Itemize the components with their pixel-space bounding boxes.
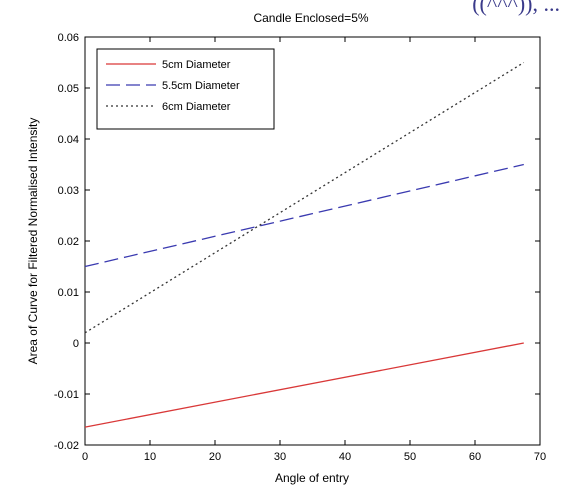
- y-tick-labels: -0.02 -0.01 0 0.01 0.02 0.03 0.04 0.05 0.06: [54, 32, 79, 452]
- cropped-caption-fragment: ((^^^)), ...: [472, 0, 560, 16]
- y-tick-label: 0.01: [58, 287, 79, 299]
- legend-entry-label: 5cm Diameter: [162, 59, 231, 71]
- series-lines: [84, 61, 525, 428]
- x-tick-label: 0: [82, 451, 88, 463]
- x-tick-label: 30: [274, 451, 286, 463]
- legend-entry-label: 5.5cm Diameter: [162, 80, 240, 92]
- y-tick-label: 0.03: [58, 185, 79, 197]
- series-line: [84, 163, 524, 268]
- x-axis-label: Angle of entry: [275, 471, 349, 485]
- y-tick-label: 0.04: [58, 134, 79, 146]
- y-tick-label: -0.01: [54, 389, 79, 401]
- chart-title: Candle Enclosed=5%: [253, 11, 368, 25]
- y-axis-label: Area of Curve for Filtered Normalised In…: [26, 118, 40, 365]
- x-tick-label: 50: [404, 451, 416, 463]
- legend: 5cm Diameter 5.5cm Diameter 6cm Diameter: [96, 48, 275, 130]
- legend-box: [96, 48, 275, 130]
- y-tick-label: 0.06: [58, 32, 79, 44]
- x-tick-labels: 0 10 20 30 40 50 60 70: [82, 451, 546, 463]
- x-tick-label: 40: [339, 451, 351, 463]
- legend-entry-label: 6cm Diameter: [162, 101, 231, 113]
- y-tick-label: 0.05: [58, 83, 79, 95]
- y-tick-label: -0.02: [54, 440, 79, 452]
- x-tick-label: 70: [534, 451, 546, 463]
- series-line: [84, 342, 524, 428]
- series-line: [84, 61, 525, 334]
- x-tick-label: 60: [469, 451, 481, 463]
- x-tick-label: 20: [209, 451, 221, 463]
- y-tick-label: 0.02: [58, 236, 79, 248]
- x-tick-label: 10: [144, 451, 156, 463]
- tick-marks: [84, 36, 541, 446]
- y-tick-label: 0: [73, 338, 79, 350]
